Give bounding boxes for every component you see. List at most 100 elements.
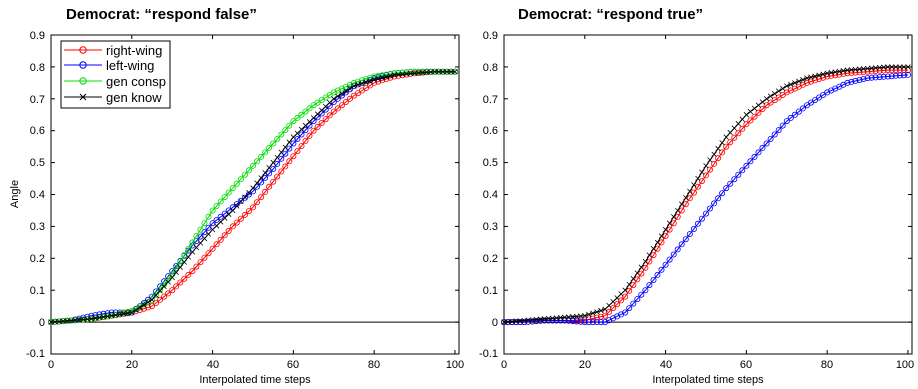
data-point: [185, 245, 192, 252]
data-point: [666, 220, 673, 226]
data-point: [270, 178, 277, 185]
legend-marker-circle: [79, 61, 87, 69]
data-point: [598, 307, 604, 314]
data-point: [193, 244, 200, 251]
legend-marker-x: [79, 93, 87, 101]
data-point: [715, 155, 722, 162]
data-point: [816, 76, 823, 83]
right-y-ticks: -0.1 0 0.1 0.2 0.3 0.4 0.5 0.6 0.7 0.8 0…: [479, 30, 498, 360]
data-point: [387, 73, 393, 79]
data-point: [674, 213, 681, 220]
data-point: [242, 194, 248, 200]
data-point: [561, 317, 568, 324]
left-ytick-label: 0.1: [30, 285, 45, 297]
data-point: [727, 129, 733, 136]
data-point: [694, 220, 701, 227]
data-point: [298, 142, 305, 149]
data-point: [294, 114, 301, 121]
left-x-axis-label: Interpolated time steps: [199, 374, 311, 386]
right-ytick-label: 0.8: [483, 62, 498, 74]
data-point: [779, 92, 786, 99]
data-point: [217, 236, 224, 243]
data-point: [759, 144, 766, 151]
right-ytick-label: 0.5: [483, 157, 498, 169]
data-point: [662, 261, 669, 268]
data-point: [626, 287, 633, 294]
data-point: [896, 72, 903, 79]
series-line-left-wing: [504, 74, 909, 323]
right-xtick-label: 80: [821, 359, 833, 371]
data-point: [237, 176, 244, 183]
data-point: [727, 139, 734, 146]
data-point: [593, 319, 600, 326]
data-point: [294, 148, 301, 155]
data-point: [690, 225, 697, 232]
data-point: [355, 82, 361, 88]
legend-label: gen consp: [106, 74, 166, 89]
data-point: [884, 73, 891, 80]
data-point: [654, 245, 661, 252]
data-point: [371, 73, 378, 80]
data-point: [189, 268, 196, 275]
right-panel: Democrat: “respond true” -0.1 0 0.1 0.2 …: [479, 6, 914, 386]
data-point: [432, 69, 438, 75]
data-point: [149, 297, 155, 303]
right-ytick-label: 0.1: [483, 285, 498, 297]
data-point: [197, 226, 204, 233]
data-point: [674, 246, 681, 253]
data-point: [137, 304, 143, 311]
data-point: [589, 315, 596, 322]
data-point: [711, 200, 718, 207]
data-point: [824, 73, 831, 80]
data-point: [270, 140, 277, 147]
data-point: [844, 70, 851, 77]
legend-entry-left-wing: left-wing: [64, 58, 154, 73]
right-ytick-label: 0.7: [483, 94, 498, 106]
data-point: [780, 85, 786, 92]
data-point: [298, 111, 305, 118]
data-point: [772, 91, 778, 97]
data-point: [707, 166, 714, 173]
data-point: [678, 207, 685, 214]
data-point: [249, 162, 256, 169]
data-point: [751, 105, 758, 112]
data-point: [153, 292, 159, 298]
data-point: [152, 299, 159, 306]
data-point: [173, 283, 180, 290]
data-point: [145, 299, 151, 305]
data-point: [306, 132, 313, 139]
data-point: [282, 144, 288, 150]
data-point: [246, 189, 252, 196]
left-xtick-label: 60: [287, 359, 299, 371]
data-point: [217, 198, 224, 205]
data-point: [743, 121, 750, 128]
data-point: [286, 139, 292, 145]
data-point: [173, 269, 179, 275]
data-point: [152, 291, 159, 298]
data-point: [201, 220, 208, 227]
data-point: [112, 312, 119, 318]
data-point: [751, 113, 758, 120]
data-point: [642, 258, 649, 265]
data-point: [703, 210, 710, 217]
data-point: [213, 241, 220, 248]
data-point: [719, 149, 726, 156]
data-point: [888, 73, 895, 80]
data-point: [679, 201, 685, 207]
series-line-gen-consp: [50, 71, 455, 323]
data-point: [330, 108, 337, 115]
data-point: [241, 211, 248, 218]
data-point: [900, 72, 907, 79]
data-point: [452, 69, 458, 75]
data-point: [686, 231, 693, 238]
data-point: [820, 71, 826, 77]
data-point: [719, 140, 725, 146]
data-point: [258, 175, 264, 181]
data-point: [290, 118, 297, 125]
left-y-ticks: -0.1 0 0.1 0.2 0.3 0.4 0.5 0.6 0.7 0.8 0…: [26, 30, 45, 360]
right-tick-marks: [503, 34, 912, 355]
data-point: [715, 195, 722, 202]
data-point: [197, 259, 204, 266]
data-point: [274, 135, 281, 142]
right-plot-frame: [503, 34, 913, 355]
